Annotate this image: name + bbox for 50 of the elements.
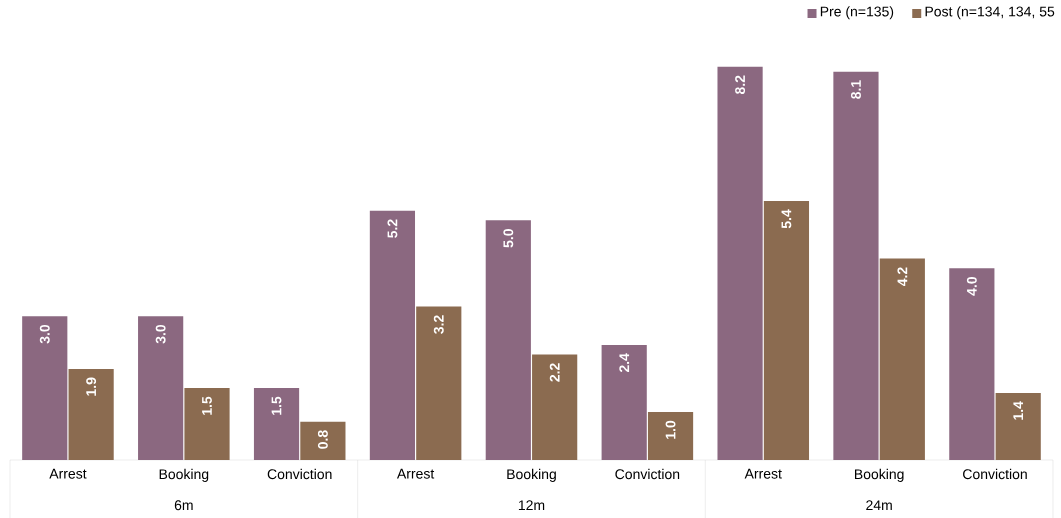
bar [717, 66, 763, 460]
bar [68, 368, 114, 460]
x-tick-label: Conviction [615, 468, 680, 480]
legend-label: Pre (n=135) [820, 6, 894, 20]
x-tick-label: Arrest [396, 468, 435, 479]
bar [184, 388, 230, 460]
data-label: 1.0 [665, 420, 676, 439]
x-tick-label: Conviction [963, 468, 1027, 480]
bar [647, 412, 694, 460]
bar [22, 316, 68, 460]
data-label: 2.2 [549, 363, 560, 382]
data-label: 3.0 [155, 324, 166, 344]
text: 6m [174, 500, 193, 511]
legend-label: Post (n=134, 134, 55 [925, 6, 1055, 20]
bar [300, 421, 346, 460]
data-label: 3.2 [433, 315, 444, 334]
x-tick-label: Arrest [49, 468, 87, 479]
data-label: 5.0 [503, 229, 514, 248]
data-label: 8.2 [735, 75, 746, 95]
bar [949, 268, 995, 460]
data-label: 0.8 [317, 430, 328, 449]
data-label: 1.4 [1013, 401, 1024, 420]
x-tick-label: Conviction [267, 468, 332, 480]
bar [138, 316, 184, 460]
data-label: 1.5 [271, 396, 282, 415]
bar [601, 344, 647, 460]
bar [995, 392, 1041, 460]
data-label: 1.5 [202, 396, 212, 415]
data-label: 5.2 [387, 219, 398, 238]
data-label: 3.0 [39, 324, 50, 344]
bar [485, 220, 531, 460]
bar [532, 354, 578, 460]
data-label: 5.4 [781, 209, 792, 229]
bar [369, 210, 416, 460]
bar [253, 388, 300, 460]
text: 24m [866, 500, 892, 510]
x-tick-label: Booking [507, 468, 556, 482]
data-label: 8.1 [851, 80, 861, 99]
data-label: 4.0 [966, 276, 977, 296]
data-label: 4.2 [897, 267, 908, 287]
data-label: 1.9 [86, 377, 97, 396]
x-tick-label: Booking [159, 468, 209, 482]
bar [763, 201, 810, 460]
text: 12m [518, 500, 545, 510]
bar [833, 71, 879, 460]
x-tick-label: Booking [854, 468, 904, 482]
bar [879, 258, 925, 460]
data-label: 2.4 [619, 353, 630, 373]
bar [416, 306, 462, 460]
x-tick-label: Arrest [744, 468, 782, 479]
